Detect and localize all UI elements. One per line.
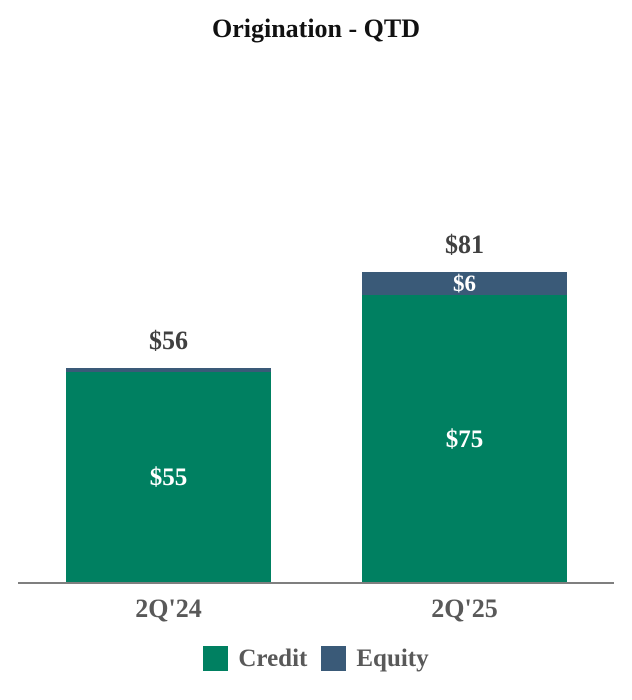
bar-group-2q25: $81 $6 $75 xyxy=(362,232,567,583)
credit-segment-2q24: $55 xyxy=(66,371,271,583)
legend-label-credit: Credit xyxy=(238,645,308,672)
legend-label-equity: Equity xyxy=(356,645,429,672)
credit-segment-label: $75 xyxy=(445,425,484,453)
credit-segment-2q25: $75 xyxy=(362,295,567,583)
equity-segment-label: $6 xyxy=(453,271,476,296)
chart-title: Origination - QTD xyxy=(211,14,420,43)
equity-segment-2q25: $6 xyxy=(362,272,567,295)
equity-swatch-icon xyxy=(321,646,347,671)
legend-item-credit: Credit xyxy=(203,646,307,671)
x-axis-line xyxy=(18,582,614,584)
x-label-2q24: 2Q'24 xyxy=(135,594,202,623)
legend: Credit Equity xyxy=(0,646,632,671)
credit-swatch-icon xyxy=(203,646,229,671)
bar-group-2q24: $56 $55 xyxy=(66,328,271,583)
credit-segment-label: $55 xyxy=(149,463,188,491)
equity-segment-2q24 xyxy=(66,368,271,372)
legend-item-equity: Equity xyxy=(321,645,429,672)
total-label-2q25: $81 xyxy=(445,230,484,259)
total-label-2q24: $56 xyxy=(149,326,188,356)
x-label-2q25: 2Q'25 xyxy=(431,594,498,623)
